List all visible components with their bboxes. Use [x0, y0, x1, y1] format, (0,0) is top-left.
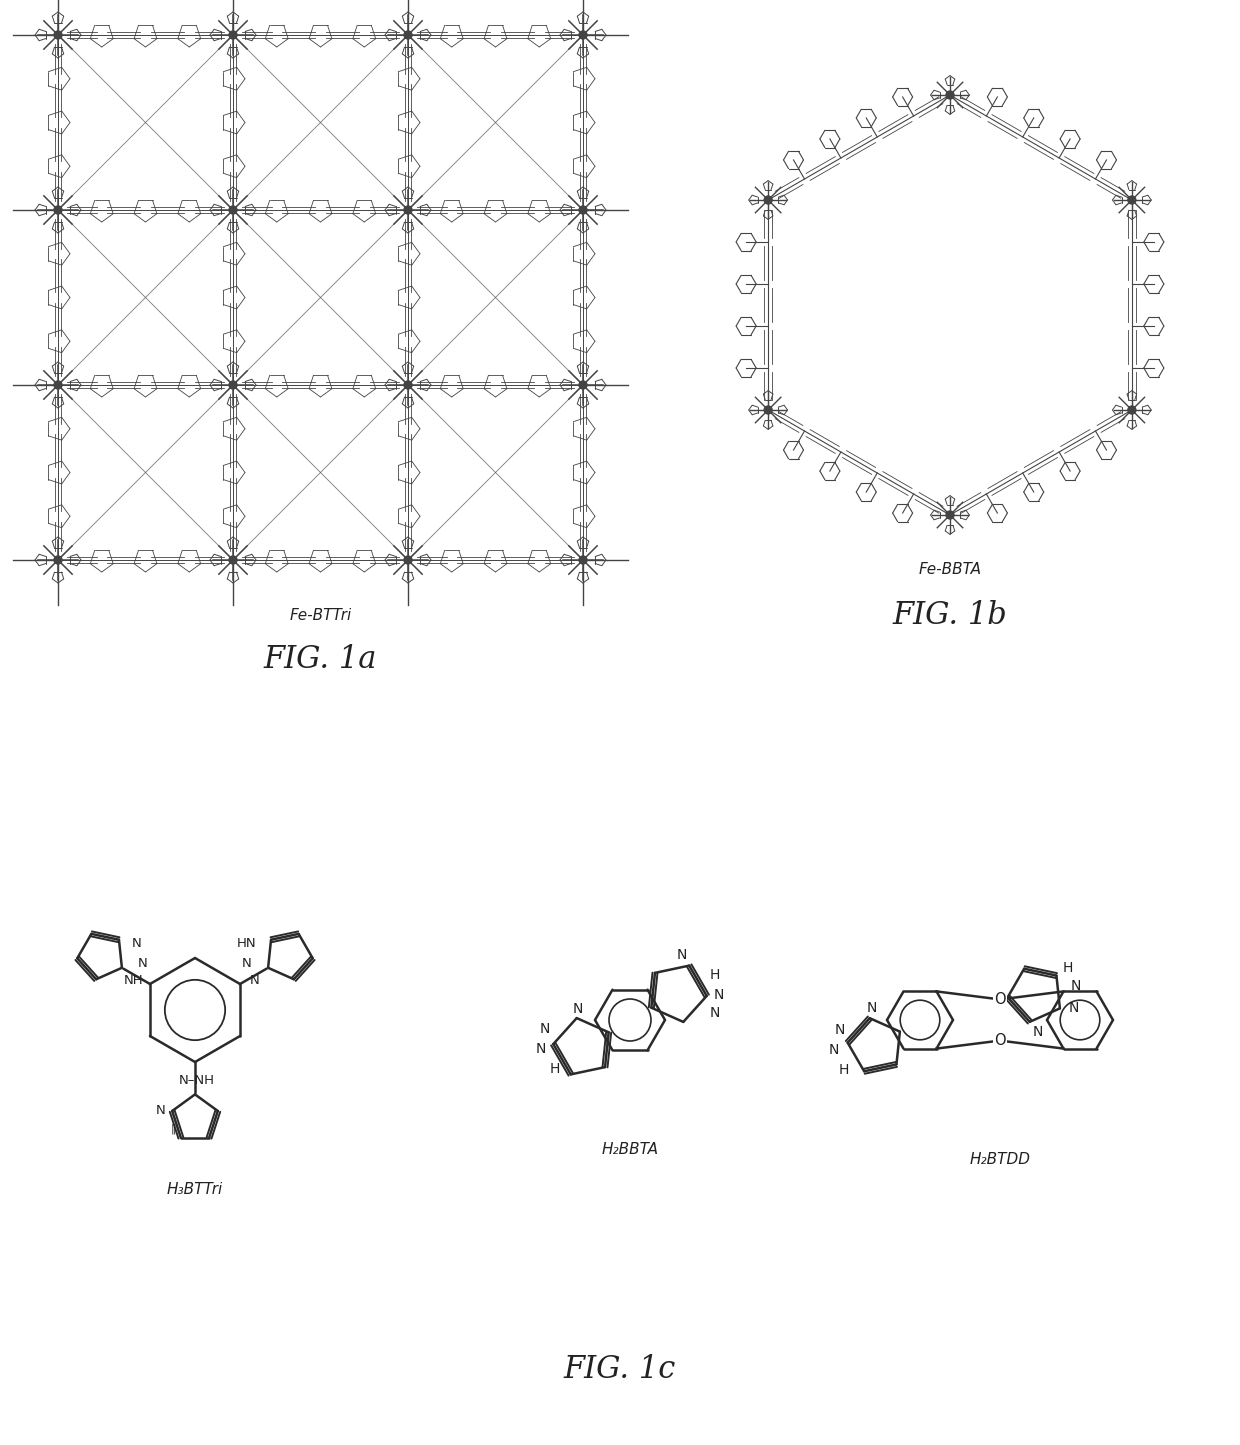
Text: N: N	[133, 938, 143, 951]
Text: O: O	[994, 991, 1006, 1007]
Text: Fe-BBTA: Fe-BBTA	[919, 562, 982, 578]
Circle shape	[404, 556, 412, 564]
Text: H: H	[549, 1062, 560, 1077]
Text: H: H	[1063, 961, 1073, 975]
Circle shape	[579, 381, 587, 389]
Circle shape	[404, 207, 412, 214]
Text: FIG. 1c: FIG. 1c	[564, 1354, 676, 1386]
Text: H₃BTTri: H₃BTTri	[167, 1182, 223, 1198]
Text: N: N	[677, 948, 687, 962]
Text: N: N	[242, 957, 252, 970]
Text: N: N	[714, 988, 724, 1001]
Circle shape	[404, 381, 412, 389]
Text: N: N	[156, 1104, 166, 1117]
Text: N: N	[1033, 1026, 1043, 1039]
Circle shape	[55, 207, 62, 214]
Text: N: N	[250, 974, 259, 987]
Circle shape	[55, 556, 62, 564]
Text: N–NH: N–NH	[179, 1074, 215, 1087]
Circle shape	[55, 381, 62, 389]
Text: HN: HN	[237, 938, 257, 951]
Text: H₂BBTA: H₂BBTA	[601, 1143, 658, 1157]
Circle shape	[1128, 406, 1136, 415]
Circle shape	[579, 556, 587, 564]
Circle shape	[229, 30, 237, 39]
Text: N: N	[573, 1003, 583, 1016]
Text: Fe-BTTri: Fe-BTTri	[289, 607, 352, 623]
Circle shape	[764, 406, 773, 415]
Circle shape	[946, 512, 954, 519]
Text: ‖: ‖	[170, 1123, 176, 1134]
Circle shape	[946, 91, 954, 100]
Text: N: N	[1070, 980, 1081, 993]
Circle shape	[229, 381, 237, 389]
Text: H₂BTDD: H₂BTDD	[970, 1153, 1030, 1168]
Text: N: N	[1069, 1001, 1079, 1016]
Circle shape	[764, 197, 773, 204]
Circle shape	[55, 30, 62, 39]
Text: N: N	[138, 957, 148, 970]
Circle shape	[229, 207, 237, 214]
Circle shape	[404, 30, 412, 39]
Circle shape	[579, 30, 587, 39]
Text: N: N	[539, 1022, 551, 1036]
Circle shape	[229, 556, 237, 564]
Text: N: N	[828, 1043, 838, 1056]
Circle shape	[1128, 197, 1136, 204]
Text: FIG. 1b: FIG. 1b	[893, 600, 1007, 630]
Text: N: N	[709, 1006, 720, 1020]
Circle shape	[579, 207, 587, 214]
Text: NH: NH	[123, 974, 143, 987]
Text: N: N	[835, 1023, 844, 1036]
Text: N: N	[867, 1000, 877, 1014]
Text: O: O	[994, 1033, 1006, 1048]
Text: N: N	[536, 1042, 547, 1056]
Text: H: H	[709, 968, 720, 981]
Text: FIG. 1a: FIG. 1a	[264, 644, 377, 675]
Text: H: H	[838, 1062, 848, 1077]
